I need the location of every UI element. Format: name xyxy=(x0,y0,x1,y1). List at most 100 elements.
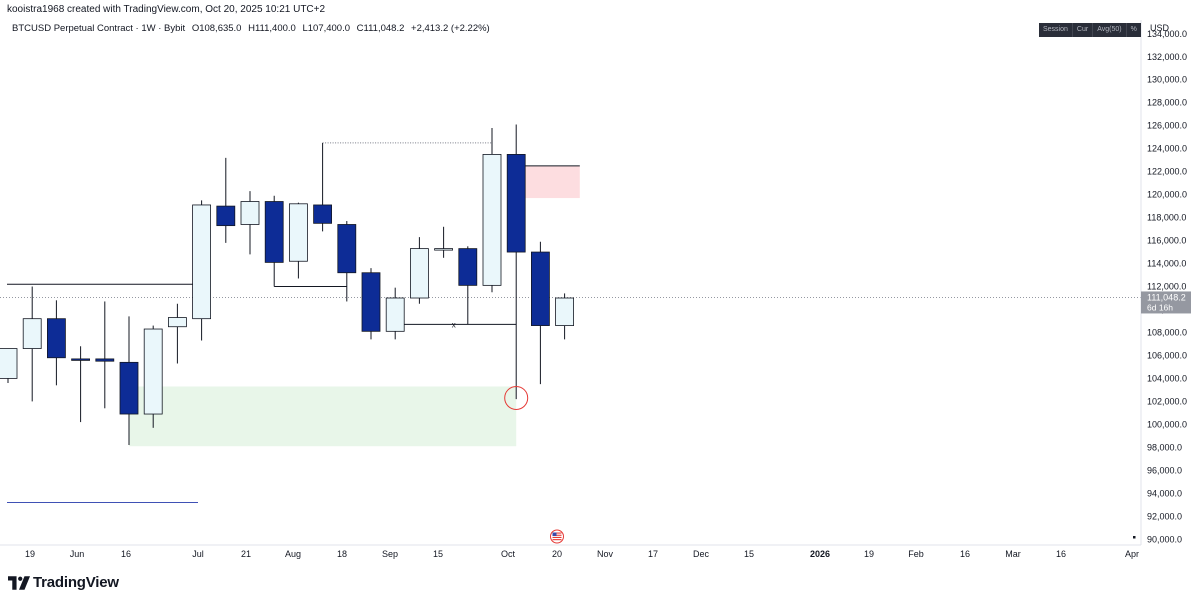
candle-body xyxy=(434,248,454,251)
candle-body xyxy=(288,203,308,262)
x-tick-label: Jun xyxy=(70,549,85,559)
flag-canton xyxy=(552,532,557,536)
candle xyxy=(264,195,284,287)
flag-stripe xyxy=(552,532,562,534)
high-value: H111,400.0 xyxy=(248,23,296,34)
x-tick-label: Jul xyxy=(192,549,204,559)
candle-body xyxy=(192,204,212,320)
candle-body xyxy=(531,251,550,326)
candle xyxy=(47,300,66,386)
candle-body xyxy=(555,297,574,326)
y-tick-label: 94,000.0 xyxy=(1147,488,1182,498)
x-tick-label: 20 xyxy=(552,549,562,559)
y-tick-label: 106,000.0 xyxy=(1147,350,1187,360)
candle xyxy=(0,348,18,384)
candle xyxy=(313,142,333,232)
candle-body xyxy=(22,318,42,349)
demand-zone xyxy=(129,386,517,447)
y-tick-label: 114,000.0 xyxy=(1147,259,1186,269)
y-tick-label: 100,000.0 xyxy=(1147,419,1187,429)
candle-body xyxy=(240,201,260,225)
top-bar: kooistra1968 created with TradingView.co… xyxy=(0,0,1200,20)
candle xyxy=(531,241,550,385)
close-value: C111,048.2 xyxy=(356,23,405,34)
x-tick-label: Feb xyxy=(908,549,924,559)
y-tick-label: 118,000.0 xyxy=(1147,213,1186,223)
toolbar-currency[interactable]: Cur xyxy=(1071,23,1092,37)
y-tick-label: 90,000.0 xyxy=(1147,534,1182,544)
x-tick-label: 17 xyxy=(648,549,658,559)
candle xyxy=(119,316,139,446)
y-tick-label: 126,000.0 xyxy=(1147,121,1187,131)
x-tick-label: 15 xyxy=(433,549,443,559)
chart-toolbar: Session Cur Avg(50) % xyxy=(1039,23,1141,37)
y-tick-label: 124,000.0 xyxy=(1147,144,1187,154)
y-tick-label: 116,000.0 xyxy=(1147,236,1186,246)
y-tick-label: 128,000.0 xyxy=(1147,98,1187,108)
footer xyxy=(0,563,1200,603)
x-tick-label: Nov xyxy=(597,549,614,559)
candle xyxy=(385,287,405,340)
candle xyxy=(167,303,187,364)
toolbar-percent[interactable]: % xyxy=(1125,23,1141,37)
x-tick-label: 18 xyxy=(337,549,347,559)
candle-body xyxy=(337,224,357,274)
y-tick-label: 102,000.0 xyxy=(1147,396,1187,406)
candle xyxy=(482,127,502,293)
tradingview-logo-icon xyxy=(8,575,30,590)
symbol-title: BTCUSD Perpetual Contract · 1W · Bybit xyxy=(12,23,186,34)
us-flag-event-icon xyxy=(550,529,564,544)
candle-body xyxy=(216,205,236,227)
candle-countdown: 6d 16h xyxy=(1147,302,1173,312)
toolbar-average[interactable]: Avg(50) xyxy=(1092,23,1125,37)
x-tick-label: Sep xyxy=(382,549,398,559)
chart-credit: kooistra1968 created with TradingView.co… xyxy=(7,4,326,15)
x-tick-label: 15 xyxy=(744,549,754,559)
end-dot xyxy=(1133,536,1136,539)
y-tick-label: 112,000.0 xyxy=(1147,282,1186,292)
y-tick-label: 104,000.0 xyxy=(1147,373,1187,383)
candle xyxy=(458,246,478,325)
x-tick-label: 2026 xyxy=(810,549,830,559)
candle xyxy=(409,237,429,304)
candle xyxy=(216,157,236,243)
x-tick-label: 16 xyxy=(1056,549,1066,559)
y-tick-label: 98,000.0 xyxy=(1147,442,1182,452)
candle-body xyxy=(0,348,18,379)
currency-label[interactable]: USD xyxy=(1150,23,1170,33)
candle xyxy=(555,293,574,340)
liquidity-sweep-circle xyxy=(504,385,529,410)
candle-body xyxy=(71,358,90,361)
last-price-value: 111,048.2 xyxy=(1147,292,1186,302)
candle-body xyxy=(264,201,284,263)
last-price-label: 111,048.26d 16h xyxy=(1141,291,1191,314)
y-tick-label: 108,000.0 xyxy=(1147,327,1187,337)
x-tick-label: 21 xyxy=(241,549,251,559)
ohlc-legend: BTCUSD Perpetual Contract · 1W · Bybit O… xyxy=(12,23,494,34)
y-tick-label: 96,000.0 xyxy=(1147,465,1182,475)
y-tick-label: 130,000.0 xyxy=(1147,75,1187,85)
candle xyxy=(143,325,163,428)
plot-background xyxy=(0,20,1141,563)
x-tick-label: Aug xyxy=(285,549,301,559)
x-tick-label: Apr xyxy=(1125,549,1139,559)
x-tick-label: 19 xyxy=(25,549,35,559)
brand-logo-group[interactable]: TradingView xyxy=(8,574,119,591)
x-tick-label: Oct xyxy=(501,549,516,559)
x-tick-label: 19 xyxy=(864,549,874,559)
candle xyxy=(22,286,42,402)
flag-ring xyxy=(550,529,564,544)
flag-stripe xyxy=(552,536,562,538)
candle xyxy=(240,191,260,255)
x-tick-label: 16 xyxy=(960,549,970,559)
y-tick-label: 92,000.0 xyxy=(1147,511,1182,521)
candle-body xyxy=(506,154,526,253)
candle xyxy=(95,301,115,409)
candle-body xyxy=(95,358,115,362)
y-tick-label: 122,000.0 xyxy=(1147,167,1187,177)
open-value: O108,635.0 xyxy=(191,23,242,34)
candle-body xyxy=(47,318,66,359)
toolbar-session[interactable]: Session xyxy=(1043,26,1068,33)
candle xyxy=(288,202,308,279)
